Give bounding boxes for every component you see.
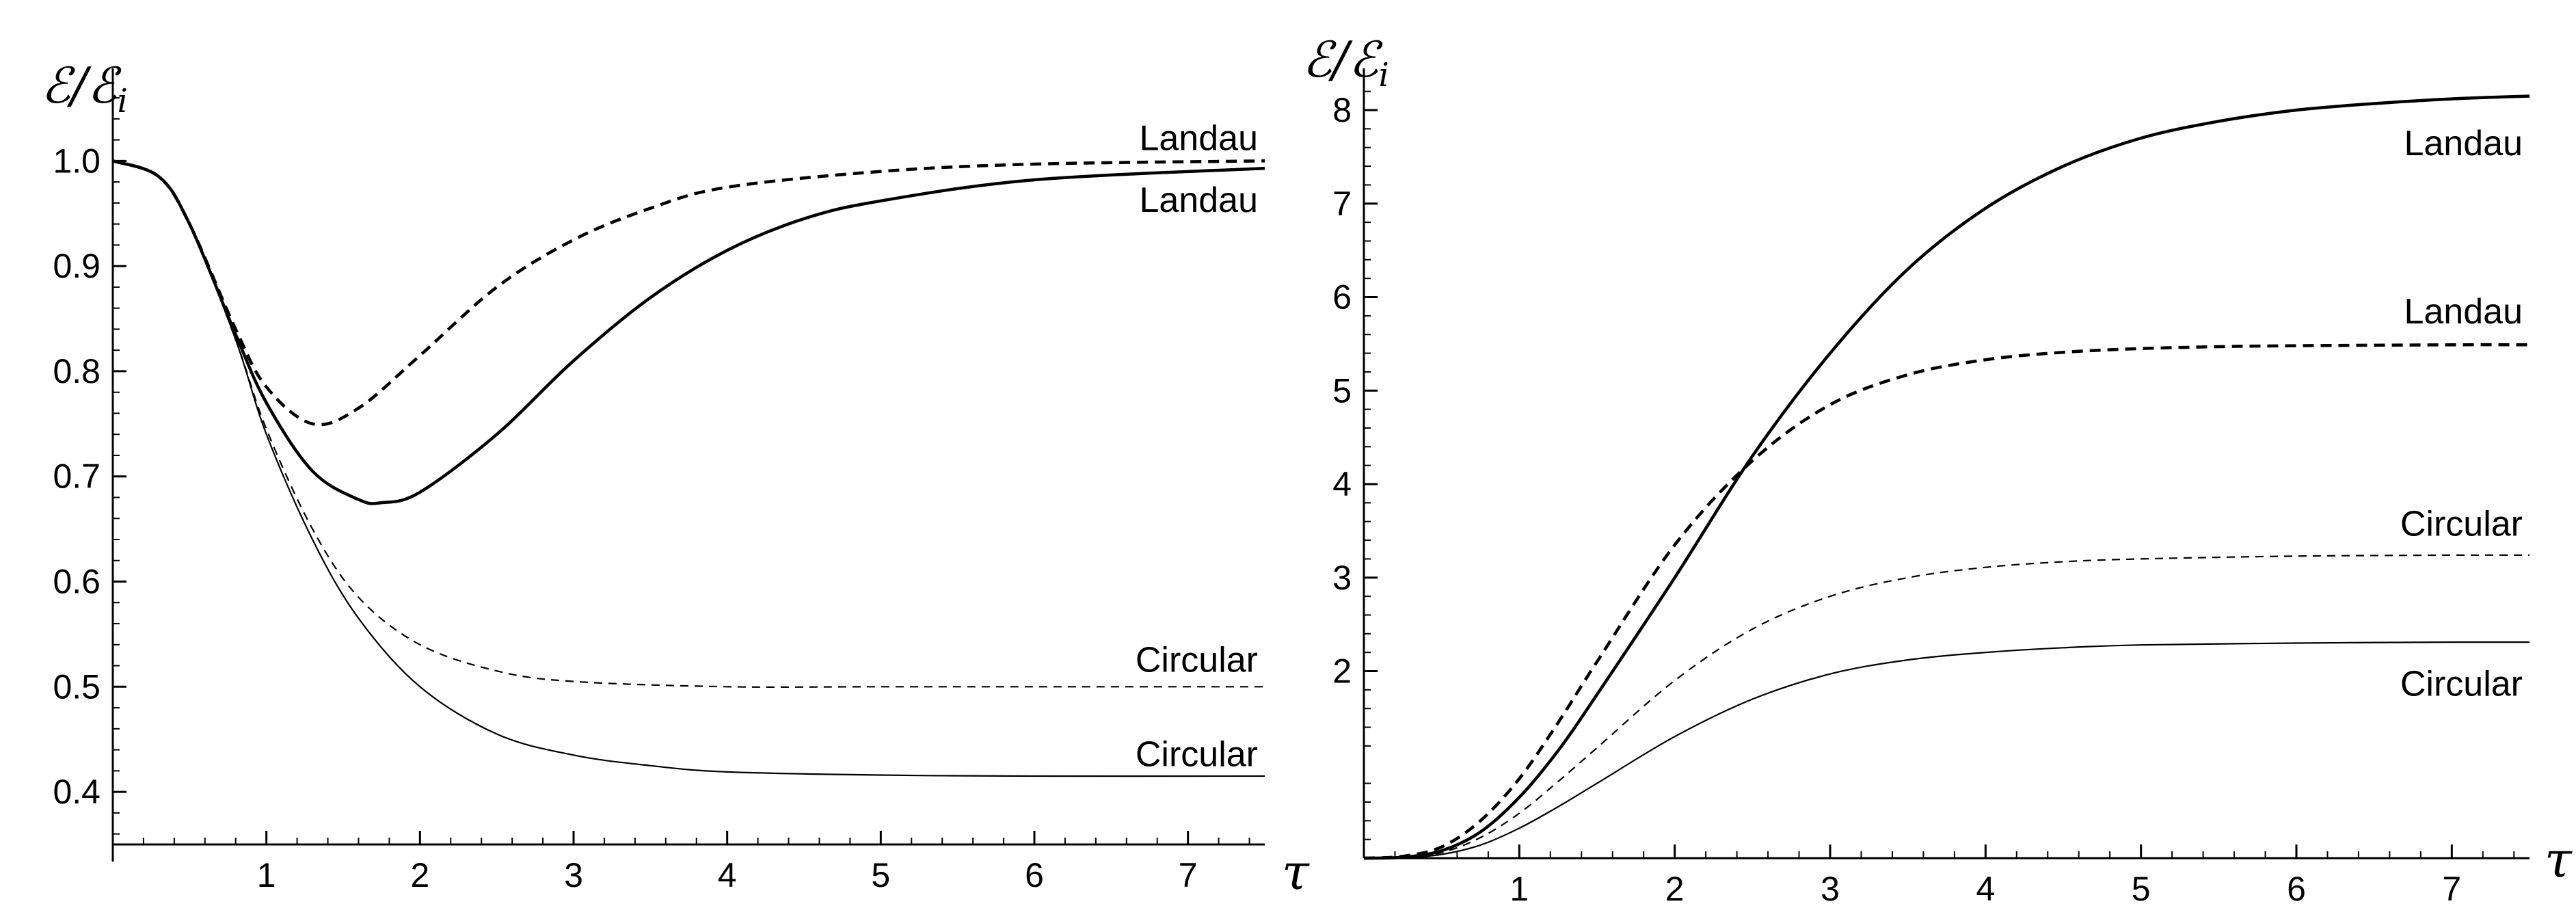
series-landau-dashed xyxy=(112,159,1265,427)
x-tick-label: 6 xyxy=(1025,856,1044,894)
series-landau-solid xyxy=(112,159,1265,505)
curve-label-circular: Circular xyxy=(2400,504,2523,544)
y-tick-label: 4 xyxy=(1332,465,1352,503)
y-axis-title-subscript: i xyxy=(117,82,127,120)
y-axis-title-subscript: i xyxy=(1378,56,1388,94)
x-tick-label: 7 xyxy=(1179,856,1198,894)
x-axis-title: τ xyxy=(2545,831,2573,888)
y-tick-label: 8 xyxy=(1332,91,1352,129)
y-tick-label: 2 xyxy=(1332,652,1352,691)
curve-label-landau: Landau xyxy=(2404,124,2523,163)
left-panel-energy-ratio-decreasing: 1 2 3 4 5 6 7 0.4 0.5 0.6 0.7 0.8 0.9 1.0 ℰ/ℰi τ Landau L… xyxy=(41,57,1310,901)
y-tick-label: 6 xyxy=(1332,278,1352,317)
x-axis-title: τ xyxy=(1282,843,1310,901)
x-tick-label: 6 xyxy=(2287,870,2306,908)
series-circular-dashed xyxy=(112,160,1265,688)
y-tick-label: 7 xyxy=(1332,185,1352,223)
curve-label-circular: Circular xyxy=(1136,640,1258,680)
y-tick-label: 0.9 xyxy=(53,247,100,285)
x-tick-label: 3 xyxy=(1821,870,1840,908)
y-tick-label: 0.6 xyxy=(53,563,100,601)
y-tick-label: 5 xyxy=(1332,371,1352,410)
y-axis-title: ℰ/ℰi xyxy=(1302,31,1389,94)
x-tick-label: 5 xyxy=(871,856,890,894)
x-tick-label: 3 xyxy=(564,856,583,894)
y-tick-label: 0.5 xyxy=(53,667,100,706)
curve-label-circular: Circular xyxy=(1136,735,1258,775)
curve-label-circular: Circular xyxy=(2400,664,2523,704)
series-landau-dashed xyxy=(1363,343,2530,860)
x-tick-label: 5 xyxy=(2132,870,2151,908)
x-tick-label: 7 xyxy=(2442,870,2461,908)
y-tick-label: 0.7 xyxy=(53,457,100,496)
series-landau-solid xyxy=(1363,94,2530,860)
y-tick-label: 0.8 xyxy=(53,352,100,390)
x-tick-label: 1 xyxy=(1510,870,1529,908)
x-tick-label: 4 xyxy=(1976,870,1995,908)
curve-label-landau: Landau xyxy=(1139,181,1258,220)
series-circular-solid xyxy=(1363,641,2530,860)
series-circular-solid xyxy=(112,160,1265,777)
x-tick-label: 2 xyxy=(1665,870,1685,908)
curve-label-landau: Landau xyxy=(2404,292,2523,332)
y-axis-title: ℰ/ℰi xyxy=(41,57,128,120)
y-tick-label: 1.0 xyxy=(53,142,100,180)
y-tick-label: 0.4 xyxy=(53,773,100,811)
series-circular-dashed xyxy=(1363,554,2530,860)
y-tick-label: 3 xyxy=(1332,559,1352,597)
x-tick-label: 2 xyxy=(410,856,429,894)
curve-label-landau: Landau xyxy=(1139,119,1258,159)
x-tick-label: 1 xyxy=(257,856,276,894)
x-tick-label: 4 xyxy=(718,856,737,894)
right-panel-energy-ratio-increasing: 1 2 3 4 5 6 7 2 3 4 5 6 7 8ℰ/ℰi τ Landau Landau Circular C… xyxy=(1302,31,2573,908)
